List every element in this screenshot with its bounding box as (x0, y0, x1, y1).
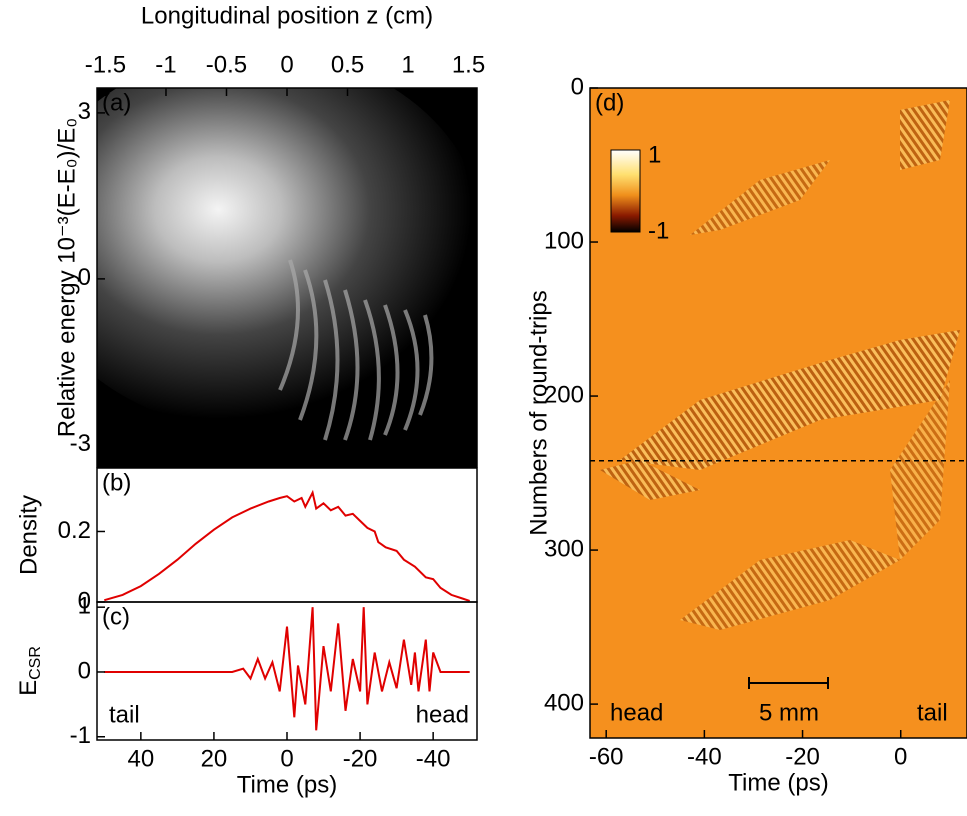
panel-label: (b) (102, 469, 131, 496)
x-tick-label: -1.5 (85, 51, 126, 78)
panel-label: (c) (102, 603, 130, 630)
x-tick-label: 0 (280, 745, 293, 772)
x-tick-label: -20 (343, 745, 378, 772)
annotation: head (416, 701, 469, 728)
x-tick-label: 1.5 (452, 51, 485, 78)
y-tick-label: 300 (544, 535, 584, 562)
axes-frame (96, 467, 478, 603)
y-tick-label: 1 (78, 593, 91, 620)
x-tick-label: -40 (416, 745, 451, 772)
colorbar-tick-label: 1 (648, 141, 661, 168)
annotation: head (610, 699, 663, 726)
panel-label: (a) (102, 89, 131, 116)
scale-bar (748, 677, 829, 689)
y-tick-label: -1 (70, 722, 91, 749)
annotation: tail (917, 699, 948, 726)
x-tick-label: 20 (201, 745, 228, 772)
x-tick-label: 0 (894, 743, 907, 770)
annotation: 5 mm (759, 699, 819, 726)
x-tick-label: -60 (589, 743, 624, 770)
y-tick-label: 0 (571, 73, 584, 100)
y-tick-label: 0 (78, 657, 91, 684)
x-axis-label: Time (ps) (728, 769, 828, 796)
x-tick-label: 1 (401, 51, 414, 78)
y-tick-label: 200 (544, 381, 584, 408)
x-tick-label: -20 (785, 743, 820, 770)
y-axis-label: Numbers of round-trips (525, 290, 552, 535)
annotation: tail (109, 701, 140, 728)
colorbar (610, 149, 641, 233)
axes-frame (589, 87, 967, 739)
x-axis-label: Time (ps) (237, 771, 337, 798)
y-tick-label: -3 (70, 430, 91, 457)
x-tick-label: 0 (280, 51, 293, 78)
x-tick-label: -1 (155, 51, 176, 78)
y-tick-label: 0.2 (58, 517, 91, 544)
y-tick-label: 3 (78, 98, 91, 125)
data-line (104, 607, 470, 731)
y-axis-label: ECSR (15, 646, 44, 696)
x-tick-label: 0.5 (331, 51, 364, 78)
y-tick-label: 0 (78, 264, 91, 291)
x-tick-label: -40 (687, 743, 722, 770)
energy-image (97, 88, 477, 467)
panel-label: (d) (595, 89, 624, 116)
y-tick-label: 0 (78, 587, 91, 614)
y-tick-label: 400 (544, 689, 584, 716)
x-axis-label: Longitudinal position z (cm) (141, 2, 433, 29)
y-tick-label: 100 (544, 227, 584, 254)
x-tick-label: -0.5 (206, 51, 247, 78)
y-axis-label: Density (15, 495, 42, 575)
y-axis-label: Relative energy 10⁻³(E-E₀)/E₀ (53, 118, 80, 437)
y-axis-label-main: E (15, 680, 42, 696)
colorbar-tick-label: -1 (648, 217, 669, 244)
data-line (104, 489, 471, 602)
roundtrip-image (590, 88, 967, 738)
x-tick-label: 40 (127, 745, 154, 772)
y-axis-label-sub: CSR (27, 646, 44, 680)
